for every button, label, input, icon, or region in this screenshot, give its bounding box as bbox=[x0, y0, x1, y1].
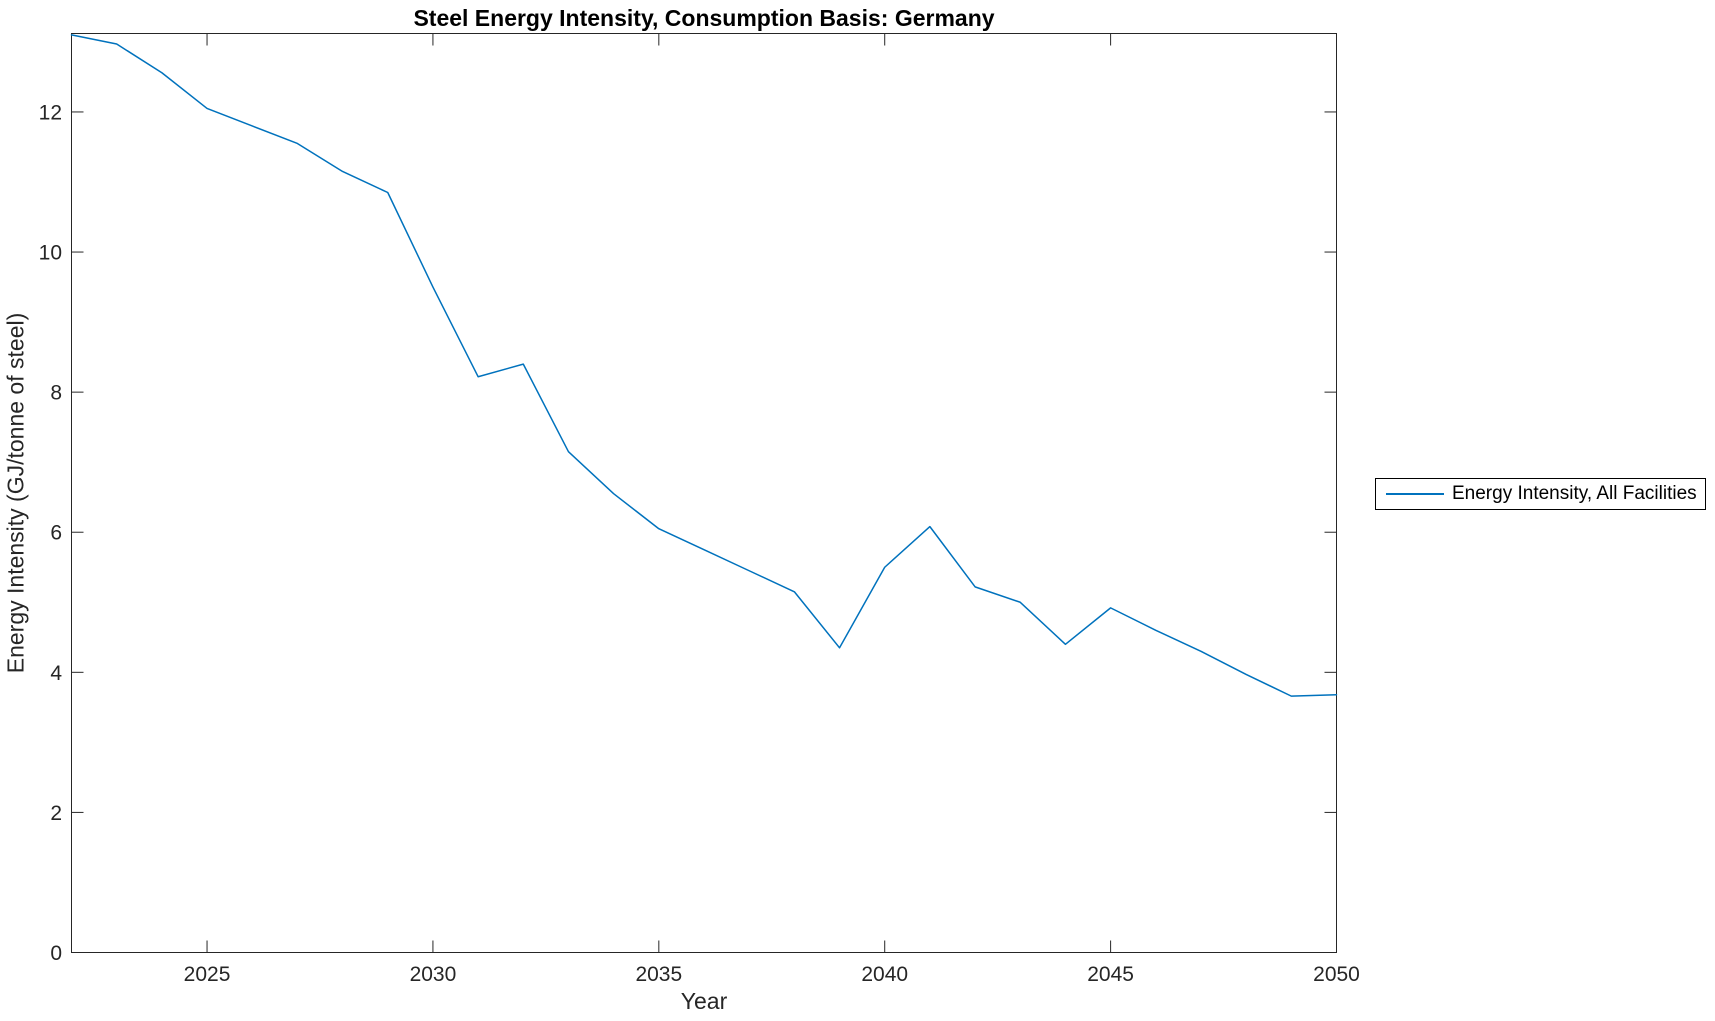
x-axis-label: Year bbox=[680, 988, 728, 1014]
legend-entry-label: Energy Intensity, All Facilities bbox=[1452, 483, 1697, 504]
y-tick-label: 0 bbox=[50, 942, 62, 965]
y-axis-label: Energy Intensity (GJ/tonne of steel) bbox=[2, 312, 29, 674]
legend-box: Energy Intensity, All Facilities bbox=[1375, 478, 1706, 510]
y-tick-label: 4 bbox=[50, 662, 62, 685]
axis-frame bbox=[71, 33, 1337, 953]
x-tick-label: 2030 bbox=[410, 963, 457, 986]
chart-title: Steel Energy Intensity, Consumption Basi… bbox=[413, 5, 995, 31]
x-tick-label: 2040 bbox=[861, 963, 908, 986]
y-tick-label: 10 bbox=[39, 242, 62, 265]
data-line-energy-intensity bbox=[70, 34, 1338, 697]
legend-line-sample bbox=[1386, 493, 1444, 495]
x-tick-label: 2045 bbox=[1087, 963, 1134, 986]
x-tick-label: 2025 bbox=[184, 963, 231, 986]
x-tick-label: 2050 bbox=[1313, 963, 1360, 986]
y-tick-label: 8 bbox=[50, 382, 62, 405]
y-tick-label: 6 bbox=[50, 522, 62, 545]
y-tick-label: 2 bbox=[50, 802, 62, 825]
x-tick-label: 2035 bbox=[635, 963, 682, 986]
y-tick-label: 12 bbox=[39, 101, 62, 124]
